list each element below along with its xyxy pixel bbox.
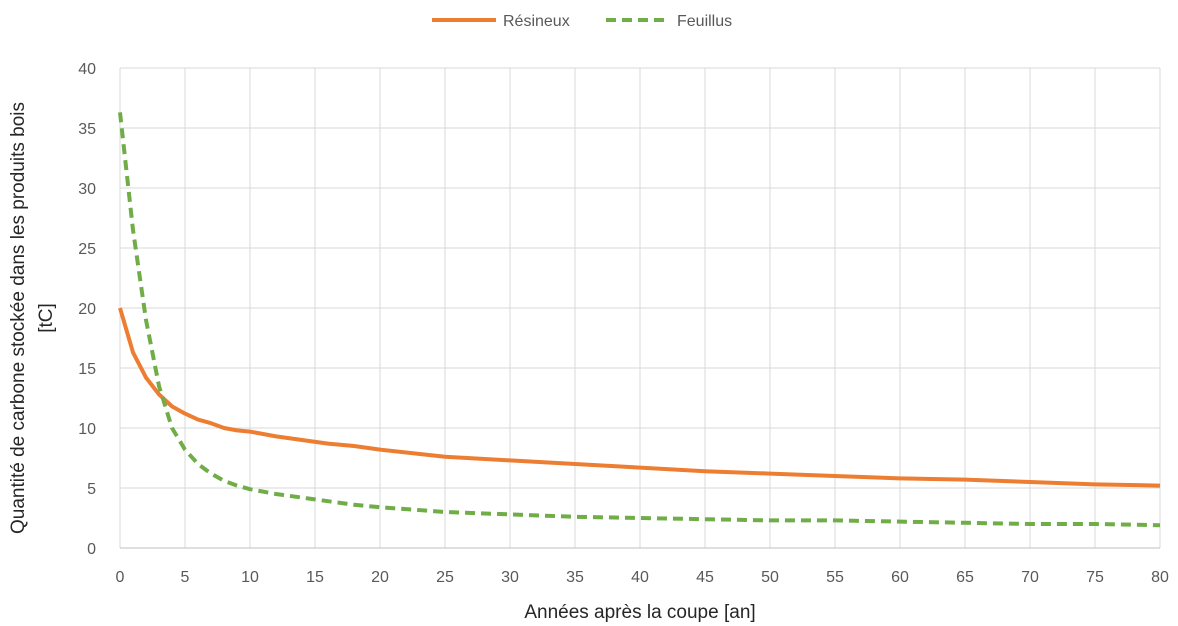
y-tick-label: 25 [78,241,96,258]
y-tick-label: 15 [78,361,96,378]
x-tick-label: 30 [501,569,519,586]
y-tick-label: 35 [78,121,96,138]
legend-label: Résineux [503,13,570,30]
y-tick-label: 20 [78,301,96,318]
x-tick-label: 0 [116,569,125,586]
y-tick-label: 5 [87,481,96,498]
x-tick-label: 65 [956,569,974,586]
x-tick-label: 15 [306,569,324,586]
series-lines [118,112,1161,528]
legend-item: Feuillus [606,13,732,30]
x-tick-label: 80 [1151,569,1169,586]
y-axis-title-line-2: [tC] [36,303,57,333]
y-tick-label: 0 [87,541,96,558]
y-tick-label: 10 [78,421,96,438]
y-axis-title-line-1: Quantité de carbone stockée dans les pro… [8,102,29,534]
x-tick-label: 60 [891,569,909,586]
x-tick-label: 25 [436,569,454,586]
y-tick-label: 30 [78,181,96,198]
y-axis-title: Quantité de carbone stockée dans les pro… [8,102,57,534]
x-tick-label: 75 [1086,569,1104,586]
x-tick-label: 70 [1021,569,1039,586]
x-tick-label: 45 [696,569,714,586]
x-tick-label: 35 [566,569,584,586]
y-tick-label: 40 [78,61,96,78]
x-tick-label: 50 [761,569,779,586]
x-tick-label: 5 [181,569,190,586]
series-line-feuillus [118,112,1161,528]
x-tick-label: 20 [371,569,389,586]
gridlines [119,67,1161,549]
x-tick-label: 10 [241,569,259,586]
legend-item: Résineux [432,13,570,30]
legend: Résineux Feuillus [432,13,732,30]
series-line-resineux [118,307,1161,488]
axes: 0 5 10 15 20 25 30 35 40 0 5 10 15 20 25 30 35 40 45 50 55 60… [78,61,1169,586]
x-axis-title: Années après la coupe [an] [524,602,755,623]
x-tick-label: 40 [631,569,649,586]
legend-label: Feuillus [677,13,732,30]
x-tick-label: 55 [826,569,844,586]
